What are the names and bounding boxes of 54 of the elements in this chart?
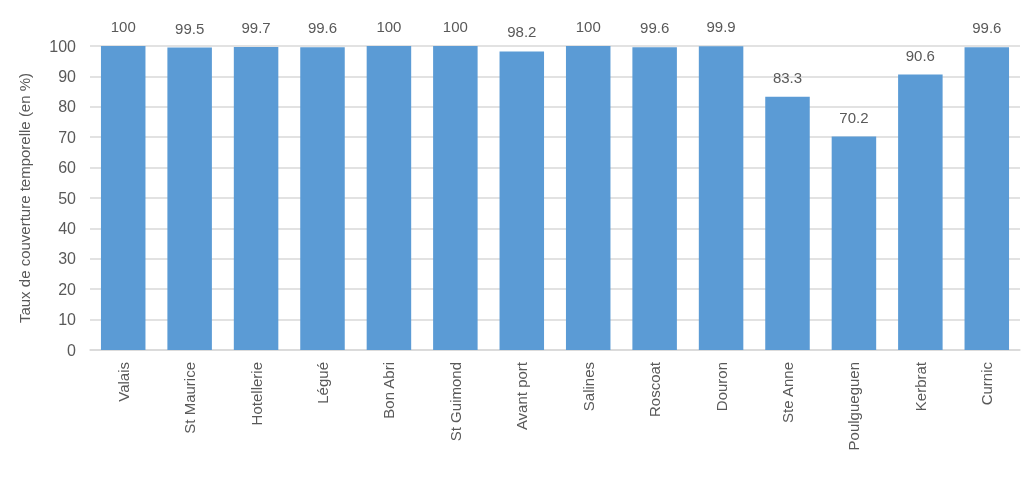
y-tick-label: 30	[58, 250, 77, 268]
x-tick-label: Bon Abri	[380, 362, 398, 419]
y-axis-title: Taux de couverture temporelle (en %)	[16, 72, 33, 324]
bar	[964, 47, 1010, 350]
y-tick-label: 10	[58, 311, 77, 329]
x-tick-label: Hotellerie	[247, 362, 265, 426]
bar	[167, 47, 212, 350]
x-tick-label: Kerbrat	[911, 361, 929, 412]
bar	[765, 96, 810, 350]
data-label: 98.2	[507, 23, 537, 41]
data-label: 99.9	[706, 18, 736, 36]
bar	[366, 46, 412, 350]
bar	[898, 74, 943, 350]
x-tick-label: St Maurice	[181, 362, 199, 434]
data-label: 100	[110, 18, 136, 35]
data-label: 99.6	[640, 19, 670, 37]
x-tick-label: Curnic	[978, 361, 996, 406]
x-tick-label: Roscoat	[646, 361, 664, 418]
data-label: 83.3	[772, 68, 803, 86]
bar	[100, 46, 146, 350]
data-label: 100	[575, 18, 601, 35]
x-tick-label: Légué	[314, 362, 331, 404]
bar	[499, 51, 545, 350]
data-label: 99.7	[241, 18, 271, 36]
y-tick-label: 80	[58, 98, 77, 116]
bar	[433, 46, 478, 350]
data-label: 100	[442, 18, 468, 35]
bar	[831, 136, 877, 350]
x-tick-label: St Guimond	[446, 362, 464, 442]
data-label: 100	[376, 18, 402, 35]
data-label: 99.6	[307, 19, 338, 37]
y-tick-label: 40	[58, 219, 77, 237]
data-label: 99.6	[972, 19, 1002, 37]
y-tick-label: 0	[67, 341, 77, 359]
y-tick-label: 50	[58, 189, 77, 207]
data-label: 90.6	[905, 46, 935, 64]
bar	[300, 47, 345, 350]
bar	[233, 46, 279, 350]
y-tick-label: 60	[58, 159, 77, 177]
x-tick-label: Ste Anne	[779, 362, 796, 423]
data-label: 70.2	[839, 108, 869, 126]
y-tick-label: 90	[58, 67, 77, 85]
x-tick-label: Avant port	[513, 361, 531, 431]
x-tick-label: Salines	[579, 362, 597, 412]
x-tick-label: Valais	[114, 362, 132, 402]
bar	[565, 46, 611, 350]
data-label: 99.5	[175, 19, 205, 37]
x-tick-label: Poulgueguen	[845, 362, 863, 451]
y-tick-label: 100	[49, 37, 77, 55]
y-tick-label: 20	[58, 280, 77, 298]
x-tick-label: Douron	[712, 362, 730, 412]
bar	[698, 46, 744, 350]
y-tick-label: 70	[58, 128, 77, 146]
bar	[632, 47, 677, 350]
